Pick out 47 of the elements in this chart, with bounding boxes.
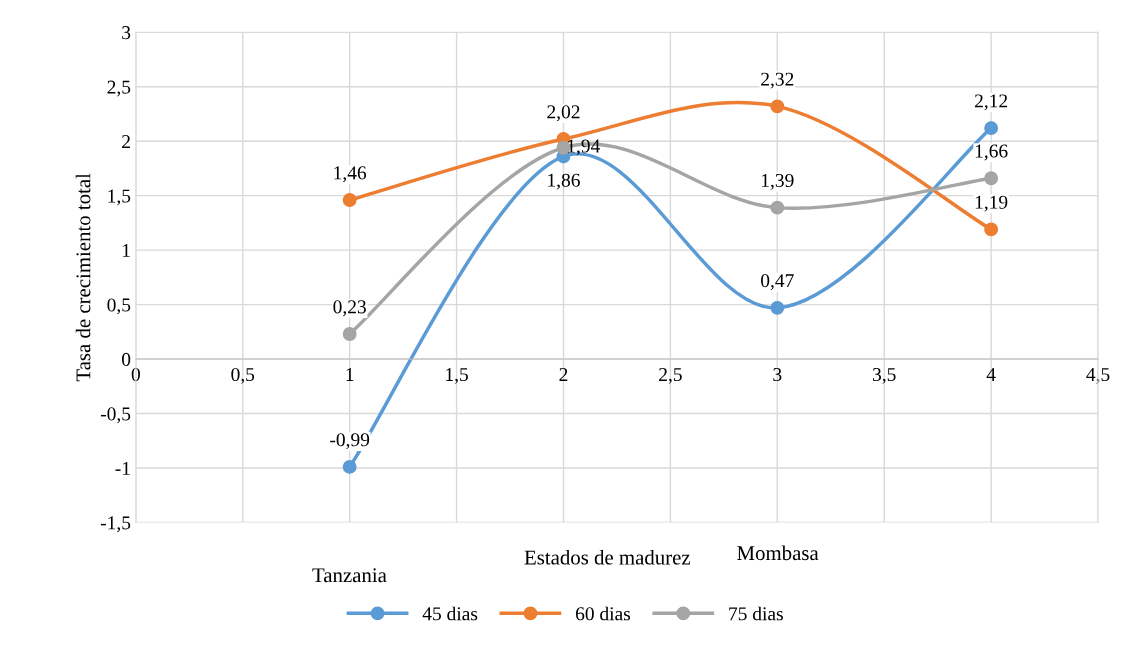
- data-label: -0,99: [330, 433, 370, 450]
- x-tick-label: 4,5: [1086, 368, 1110, 384]
- point: [984, 222, 999, 237]
- y-tick-label: 2: [122, 135, 130, 148]
- data-label: 0,47: [761, 274, 794, 291]
- data-label: 2,02: [547, 105, 580, 122]
- point: [984, 121, 999, 136]
- data-label: 2,12: [974, 94, 1008, 111]
- y-tick-label: 1,5: [108, 189, 131, 206]
- y-tick-label: 1: [122, 244, 130, 257]
- data-label: 1,94: [567, 139, 600, 156]
- y-tick-label: 0,5: [107, 298, 131, 315]
- data-label: 2,32: [761, 72, 794, 89]
- point: [342, 327, 357, 341]
- x-tick-label: 3: [773, 368, 782, 382]
- data-label: 1,19: [975, 195, 1008, 212]
- point: [342, 193, 357, 207]
- x-tick-label: 2: [559, 368, 568, 381]
- x-tick-label: 3,5: [872, 368, 896, 384]
- point: [342, 459, 357, 474]
- point: [984, 171, 999, 186]
- x-tick-label: 2,5: [659, 368, 682, 384]
- x-axis-title: Estados de madurez: [524, 549, 691, 565]
- point: [770, 200, 785, 215]
- data-label: 1,86: [548, 173, 580, 190]
- y-tick-label: 2,5: [107, 80, 131, 97]
- text: Tanzania: [312, 568, 387, 583]
- x-tick-label: 0,5: [231, 367, 255, 384]
- y-tick-label: -0,5: [100, 407, 131, 424]
- legend-label: 45 dias: [422, 606, 478, 621]
- point: [770, 300, 785, 315]
- data-label: 1,46: [334, 166, 367, 183]
- legend-label: 75 dias: [729, 606, 783, 621]
- y-axis-title: Tasa de crecimiento total: [75, 173, 91, 382]
- point: [770, 99, 785, 114]
- y-tick-label: -1,5: [100, 516, 131, 533]
- data-label: 0,23: [333, 300, 366, 317]
- data-label: 1,39: [762, 173, 794, 190]
- x-tick-label: 1: [346, 368, 354, 381]
- y-tick-label: 0: [122, 352, 131, 366]
- y-tick-label: -1: [115, 461, 130, 475]
- data-label: 1,66: [975, 144, 1008, 161]
- x-tick-label: 1,5: [446, 368, 468, 384]
- x-tick-label: 4: [986, 368, 996, 381]
- y-tick-label: 3: [122, 26, 131, 40]
- legend-label: 60 dias: [575, 606, 631, 621]
- text: Mombasa: [737, 545, 819, 561]
